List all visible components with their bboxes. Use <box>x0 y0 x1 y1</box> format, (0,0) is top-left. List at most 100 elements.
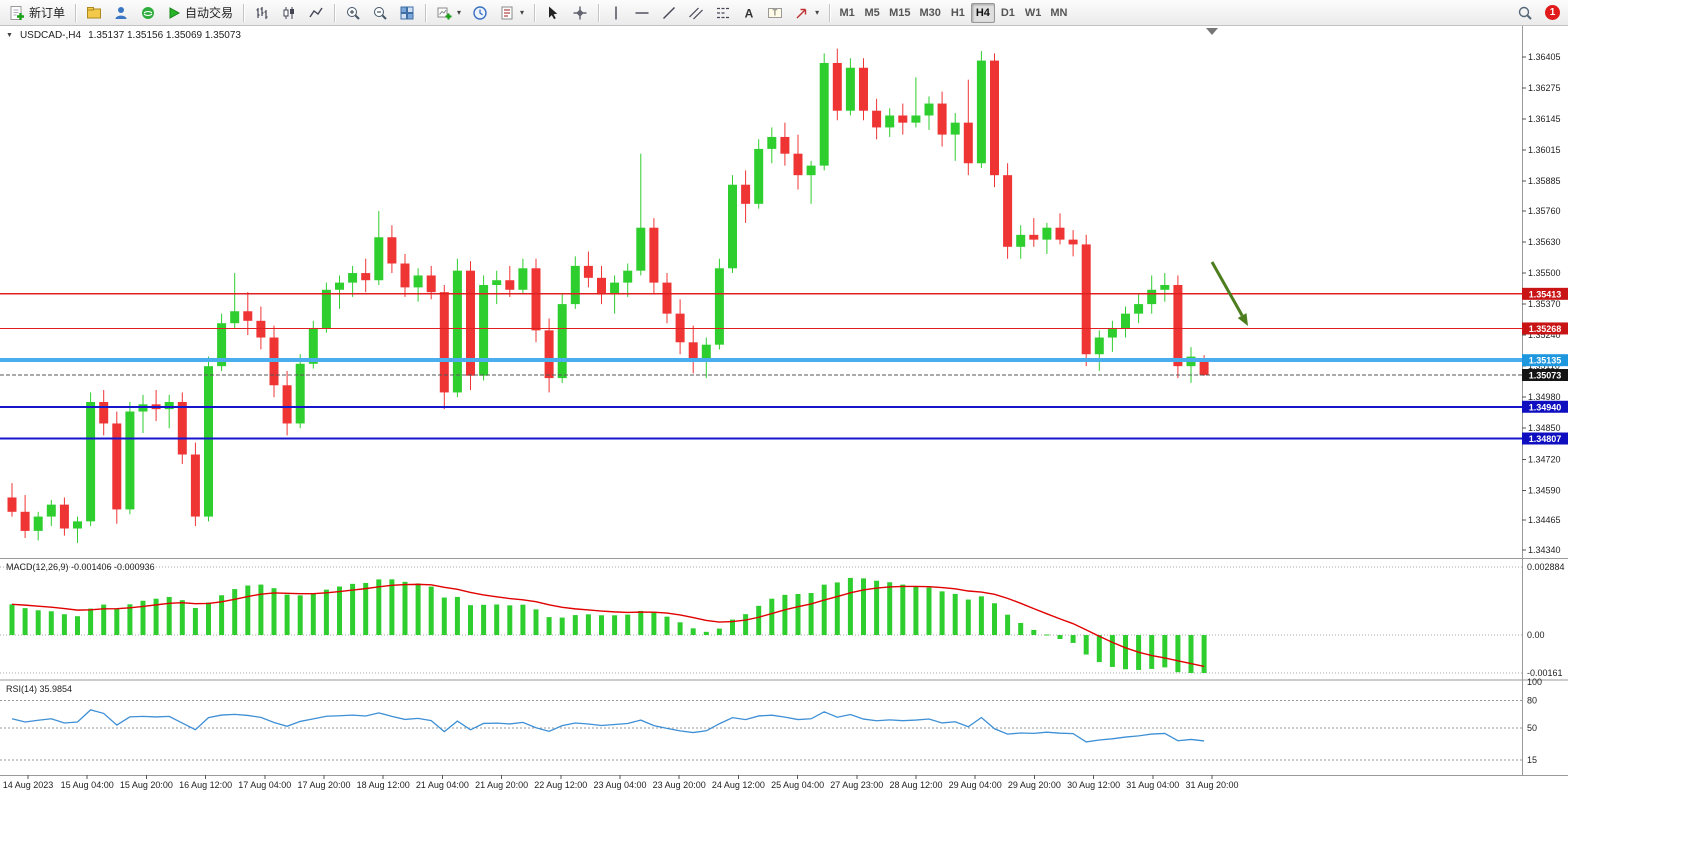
macd-histogram-bar <box>337 586 342 636</box>
candle-body <box>819 62 829 166</box>
macd-histogram-bar <box>887 582 893 636</box>
bar-chart-mode-button[interactable] <box>249 2 275 24</box>
trendline-tool-button[interactable] <box>656 2 682 24</box>
macd-histogram-bar <box>625 614 631 636</box>
text-label-tool-button[interactable]: T <box>762 2 788 24</box>
time-axis-label[interactable]: 16 Aug 12:00 <box>179 780 232 790</box>
channel-tool-button[interactable] <box>683 2 709 24</box>
macd-histogram-bar <box>1044 634 1050 636</box>
macd-histogram-bar <box>258 584 264 636</box>
time-axis-label[interactable]: 29 Aug 04:00 <box>949 780 1002 790</box>
price-axis-label[interactable]: 1.35500 <box>1528 268 1561 278</box>
timeframe-m30-button[interactable]: M30 <box>915 3 944 23</box>
folder-icon <box>87 6 102 18</box>
timeframe-m5-button[interactable]: M5 <box>860 3 884 23</box>
text-tool-button[interactable]: A <box>737 2 761 24</box>
new-order-button[interactable]: 新订单 <box>4 2 70 24</box>
candle-body <box>662 282 672 314</box>
auto-trading-button[interactable]: 自动交易 <box>162 2 238 24</box>
new-chart-button[interactable]: ▾ <box>431 2 466 24</box>
vertical-line-icon <box>615 6 617 19</box>
time-axis-label[interactable]: 18 Aug 12:00 <box>357 780 410 790</box>
price-axis-label[interactable]: 1.34980 <box>1528 392 1561 402</box>
price-axis-label[interactable]: 1.35760 <box>1528 206 1561 216</box>
cursor-tool-button[interactable] <box>540 2 566 24</box>
candle-body <box>439 292 449 393</box>
time-axis-label[interactable]: 22 Aug 12:00 <box>534 780 587 790</box>
time-axis-label[interactable]: 23 Aug 04:00 <box>593 780 646 790</box>
price-axis-label[interactable]: 1.35885 <box>1528 176 1561 186</box>
time-axis-label[interactable]: 23 Aug 20:00 <box>653 780 706 790</box>
price-axis-label[interactable]: 1.36275 <box>1528 83 1561 93</box>
time-axis-label[interactable]: 15 Aug 20:00 <box>120 780 173 790</box>
timeframe-w1-button[interactable]: W1 <box>1021 3 1046 23</box>
candle-chart-mode-button[interactable] <box>276 2 302 24</box>
candle-body <box>950 122 960 135</box>
price-axis-label[interactable]: 1.36015 <box>1528 145 1561 155</box>
time-axis-label[interactable]: 28 Aug 12:00 <box>889 780 942 790</box>
time-axis-label[interactable]: 21 Aug 20:00 <box>475 780 528 790</box>
fibonacci-tool-button[interactable] <box>710 2 736 24</box>
candle-body <box>1055 227 1065 240</box>
time-axis-label[interactable]: 30 Aug 12:00 <box>1067 780 1120 790</box>
price-axis-label[interactable]: 1.35240 <box>1528 330 1561 340</box>
time-axis-label[interactable]: 27 Aug 23:00 <box>830 780 883 790</box>
timeframe-mn-button[interactable]: MN <box>1046 3 1071 23</box>
price-axis-label[interactable]: 1.34590 <box>1528 485 1561 495</box>
chart-canvas[interactable]: 0.002884 0.00 -0.00161 MACD(12,26,9) -0.001… <box>0 26 1568 791</box>
candle-body <box>990 60 999 176</box>
zoom-in-button[interactable] <box>340 2 366 24</box>
price-axis-label[interactable]: 1.36145 <box>1528 114 1561 124</box>
line-chart-mode-button[interactable] <box>303 2 329 24</box>
timeframe-h4-button[interactable]: H4 <box>970 2 995 23</box>
chart-shift-marker[interactable] <box>1206 28 1218 35</box>
zoom-out-button[interactable] <box>367 2 393 24</box>
profile-button[interactable] <box>108 2 134 24</box>
community-button[interactable] <box>135 2 161 24</box>
tile-windows-button[interactable] <box>394 2 420 24</box>
arrow-object-head[interactable] <box>1237 313 1248 326</box>
time-axis-label[interactable]: 15 Aug 04:00 <box>61 780 114 790</box>
new-chart-icon <box>437 7 452 19</box>
time-axis-label[interactable]: 31 Aug 20:00 <box>1185 780 1238 790</box>
arrows-tool-button[interactable]: ▾ <box>789 2 824 24</box>
search-button[interactable] <box>1512 2 1538 24</box>
price-axis-label[interactable]: 1.35630 <box>1528 237 1561 247</box>
one-click-trading-collapse-icon[interactable]: ▼ <box>6 32 13 39</box>
price-axis-label[interactable]: 1.34850 <box>1528 423 1561 433</box>
price-axis-label[interactable]: 1.34720 <box>1528 454 1561 464</box>
candle-body <box>190 454 200 517</box>
candle-body <box>1173 284 1183 367</box>
chart-area[interactable]: 0.002884 0.00 -0.00161 MACD(12,26,9) -0.001… <box>0 26 1568 791</box>
time-axis-label[interactable]: 29 Aug 20:00 <box>1008 780 1061 790</box>
horizontal-line-tool-button[interactable] <box>629 2 655 24</box>
timeframe-d1-button[interactable]: D1 <box>996 3 1020 23</box>
candle-body <box>754 148 764 204</box>
time-axis-label[interactable]: 25 Aug 04:00 <box>771 780 824 790</box>
timeframe-m1-button[interactable]: M1 <box>835 3 859 23</box>
arrow-object[interactable] <box>1210 261 1244 317</box>
time-axis-label[interactable]: 24 Aug 12:00 <box>712 780 765 790</box>
vertical-line-tool-button[interactable] <box>604 2 628 24</box>
time-axis-label[interactable]: 14 Aug 2023 <box>3 780 54 790</box>
price-axis-label[interactable]: 1.34465 <box>1528 515 1561 525</box>
timeframe-h1-button[interactable]: H1 <box>946 3 970 23</box>
price-axis-label[interactable]: 1.35370 <box>1528 299 1561 309</box>
period-button[interactable] <box>467 2 493 24</box>
new-order-icon <box>10 5 24 20</box>
crosshair-tool-button[interactable] <box>567 2 593 24</box>
profiles-button[interactable] <box>81 2 107 24</box>
time-axis-label[interactable]: 17 Aug 20:00 <box>297 780 350 790</box>
time-axis-label[interactable]: 21 Aug 04:00 <box>416 780 469 790</box>
notification-badge[interactable]: 1 <box>1545 5 1560 20</box>
time-axis-label[interactable]: 31 Aug 04:00 <box>1126 780 1179 790</box>
macd-histogram-bar <box>585 614 591 636</box>
time-axis-label[interactable]: 17 Aug 04:00 <box>238 780 291 790</box>
cursor-icon <box>549 6 558 19</box>
price-axis-label[interactable]: 1.36405 <box>1528 52 1561 62</box>
templates-button[interactable]: ▾ <box>494 2 529 24</box>
timeframe-m15-button[interactable]: M15 <box>885 3 914 23</box>
candle-body <box>636 227 646 271</box>
macd-histogram-bar <box>389 579 395 636</box>
price-axis-label[interactable]: 1.34340 <box>1528 545 1561 555</box>
